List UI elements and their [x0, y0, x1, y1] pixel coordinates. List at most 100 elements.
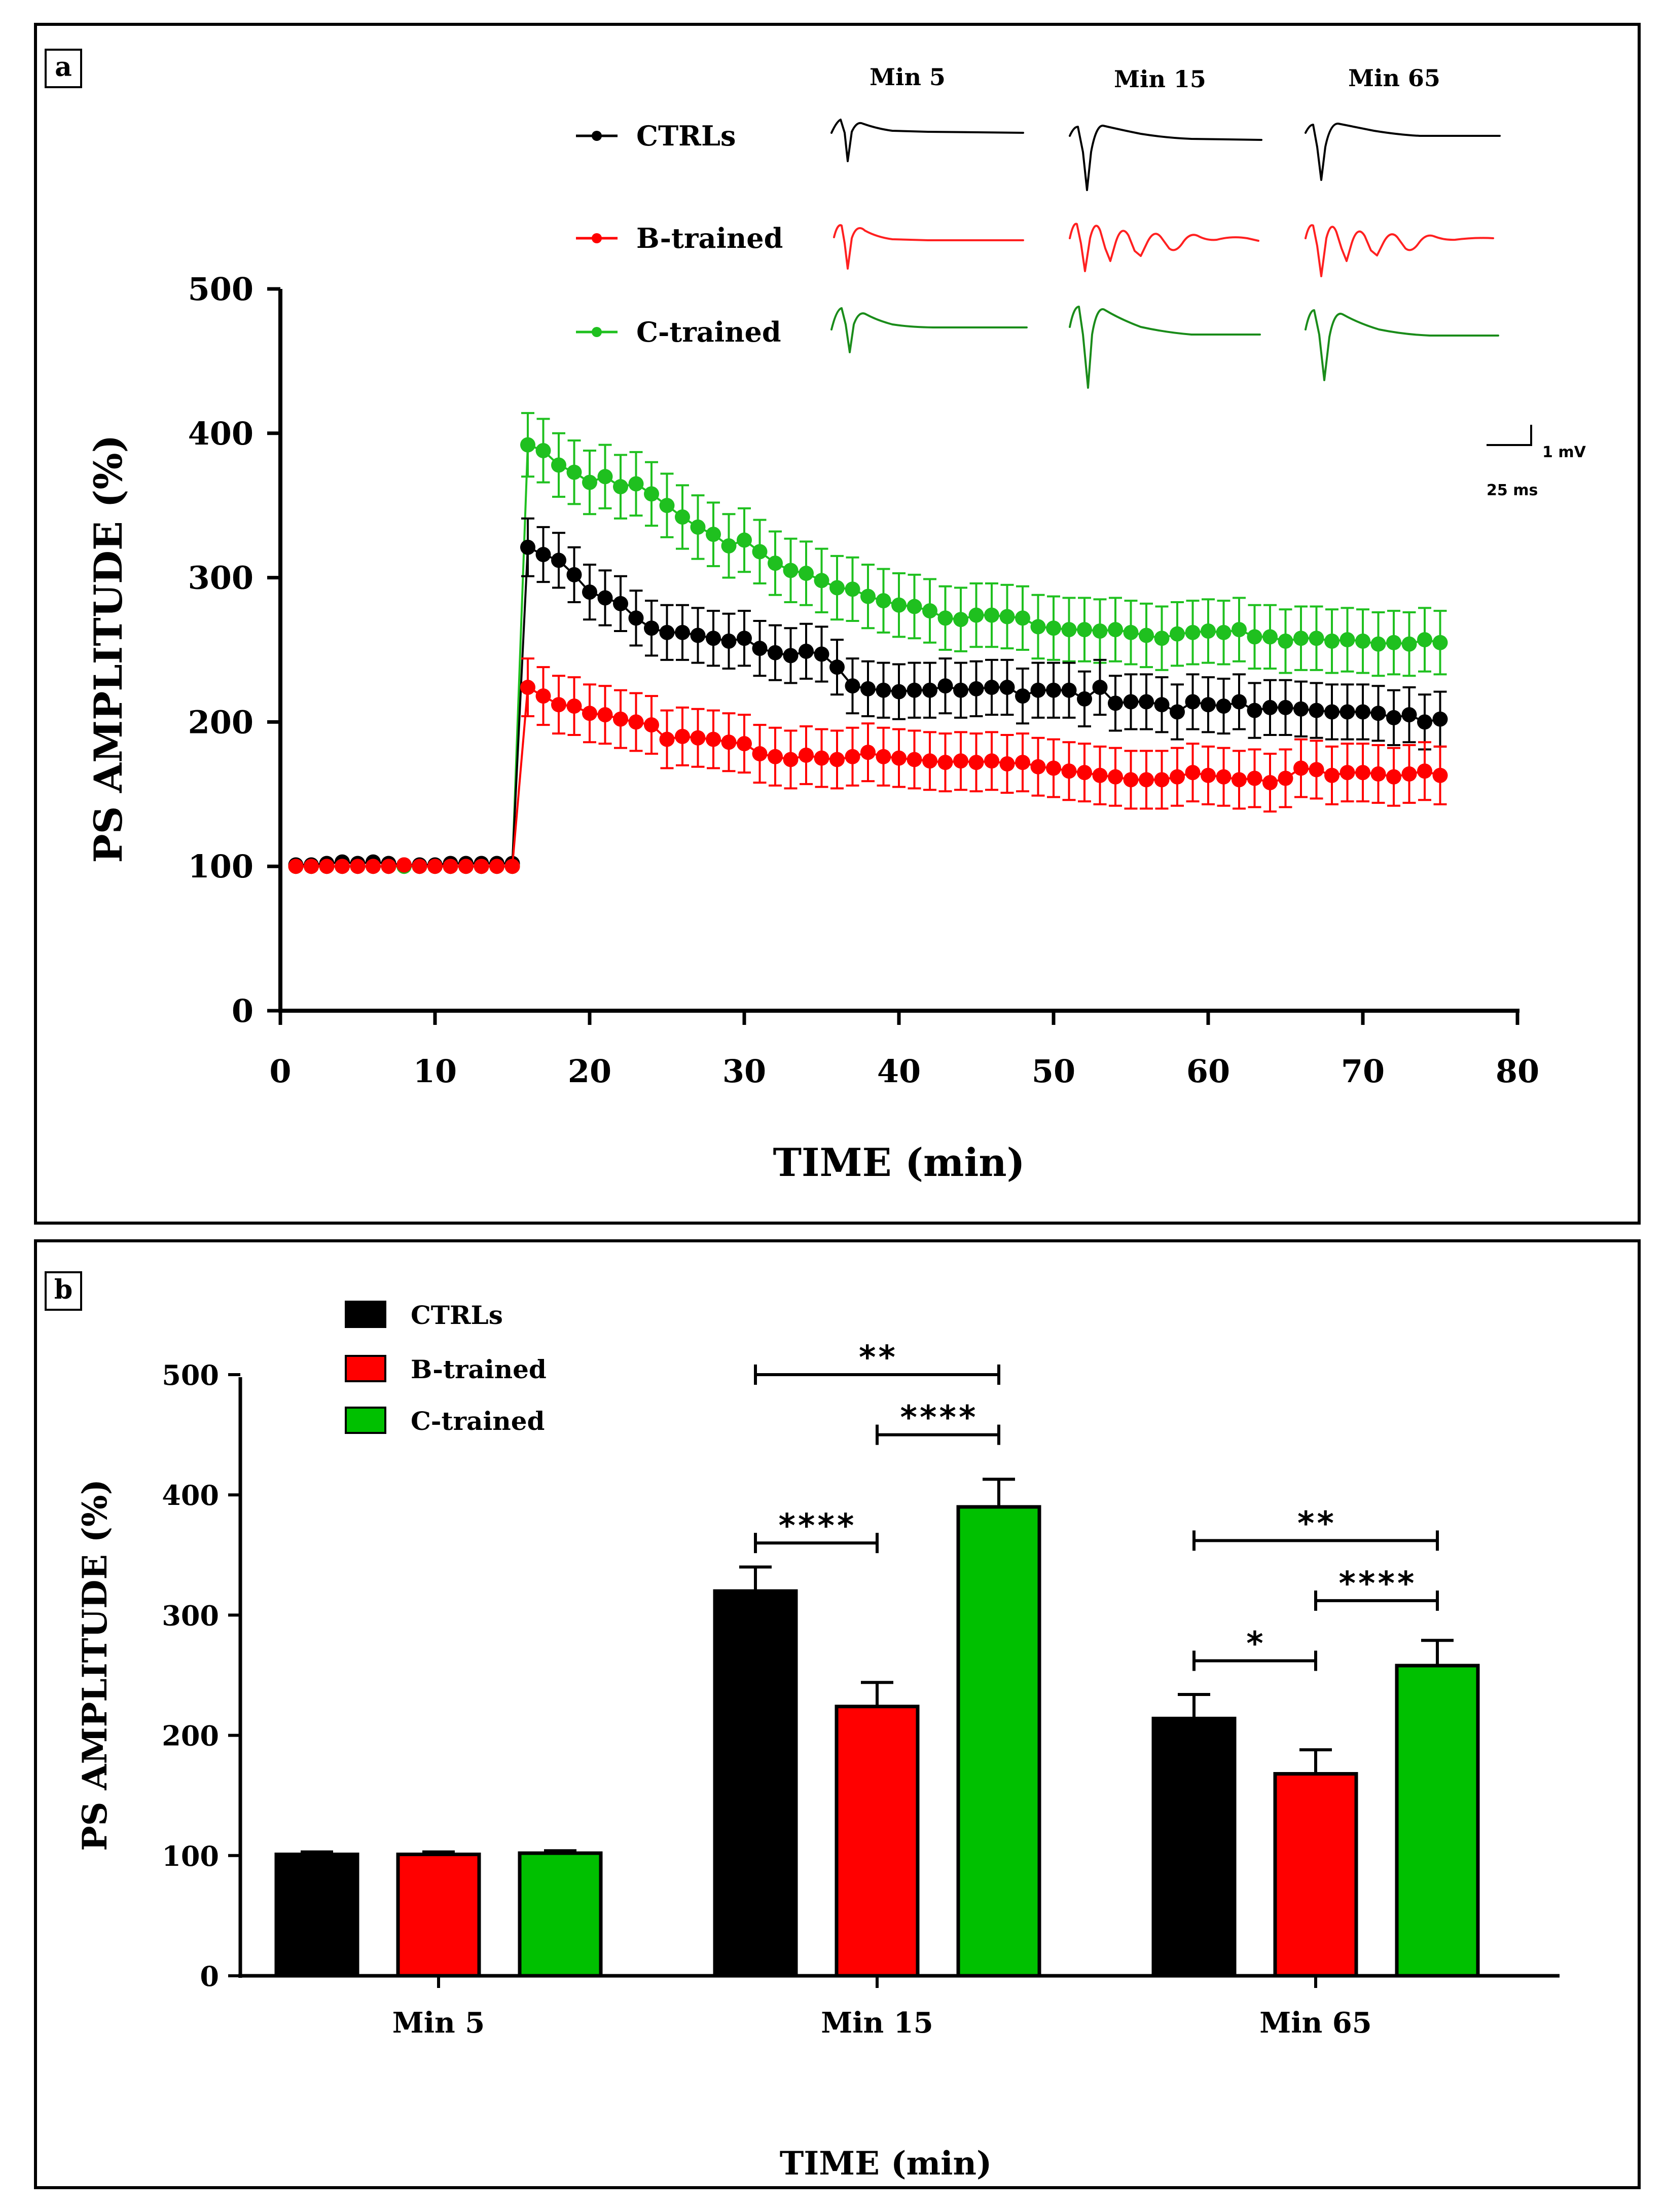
data-point [721, 633, 737, 649]
data-point [1123, 772, 1139, 788]
bar-CTRLs-Min 15 [713, 1589, 798, 1978]
data-point [1355, 765, 1370, 781]
data-point [644, 620, 659, 636]
data-point [999, 609, 1015, 624]
data-point [1092, 680, 1108, 695]
data-point [783, 563, 799, 578]
legend-b-label-btrained: B-trained [411, 1354, 547, 1384]
legend-swatch-ctrls [345, 1301, 386, 1328]
panel-b-xtick-label: Min 15 [821, 2006, 933, 2040]
data-point [937, 678, 953, 694]
panel-b-ytick-label: 200 [162, 1720, 219, 1752]
bar-CTRLs-Min 5 [274, 1852, 359, 1978]
data-point [1340, 632, 1355, 648]
data-point [335, 859, 350, 874]
data-point [1015, 755, 1030, 770]
data-point [783, 752, 799, 767]
data-point [768, 556, 783, 571]
bar-error [301, 1850, 333, 1855]
panel-a-xtick-label: 0 [269, 1053, 291, 1090]
panel-a-ytick-label: 300 [188, 560, 254, 597]
bar-error [422, 1850, 455, 1855]
significance-bracket [1192, 1650, 1317, 1671]
data-point [1417, 763, 1432, 779]
panel-a-xtick-label: 60 [1186, 1053, 1230, 1090]
data-point [628, 610, 644, 626]
trace-title-min5: Min 5 [870, 63, 946, 91]
data-point [1154, 697, 1170, 713]
significance-label: **** [777, 1507, 855, 1545]
data-point [768, 645, 783, 660]
significance-bracket [754, 1365, 1000, 1385]
bar-error [544, 1849, 576, 1854]
data-point [752, 746, 768, 762]
data-point [999, 680, 1015, 695]
data-point [984, 607, 999, 623]
data-point [1309, 703, 1324, 718]
data-point [1216, 624, 1232, 640]
data-point [412, 859, 427, 874]
data-point [1386, 769, 1401, 785]
data-point [1355, 633, 1370, 649]
scale-bar: 1 mV 25 ms [1487, 425, 1586, 499]
data-point [366, 859, 381, 874]
panel-a-ytick-label: 200 [188, 704, 254, 741]
data-point [1340, 765, 1355, 781]
data-point [1293, 701, 1309, 717]
data-point [1201, 767, 1216, 783]
data-point [1108, 622, 1123, 638]
data-point [860, 588, 876, 604]
data-point [721, 538, 737, 554]
scale-bar-lines [1487, 425, 1532, 446]
bar-error [1421, 1639, 1454, 1666]
data-point [829, 580, 845, 596]
data-point [319, 859, 335, 874]
data-point [1046, 620, 1061, 636]
data-point [984, 680, 999, 695]
data-point [953, 612, 968, 628]
legend-label-ctrained: C-trained [636, 316, 781, 348]
data-point [1386, 635, 1401, 650]
trace-btrained-min5 [833, 224, 1024, 270]
data-point [1046, 682, 1061, 698]
panel-a-xtick-label: 80 [1496, 1053, 1539, 1090]
data-point [1061, 682, 1077, 698]
data-point [891, 684, 907, 699]
data-point [876, 682, 891, 698]
trace-btrained-min15 [1069, 223, 1259, 272]
panel-b-label-box [45, 1271, 82, 1311]
significance-bracket [1192, 1530, 1439, 1551]
trace-title-min15: Min 15 [1114, 65, 1206, 93]
panel-b-ytick-label: 300 [162, 1599, 219, 1632]
data-point [876, 593, 891, 609]
data-point [1278, 633, 1293, 649]
data-point [551, 697, 566, 713]
data-point [659, 731, 675, 747]
significance-label: * [1245, 1626, 1265, 1663]
panel-a-xtick-label: 30 [722, 1053, 766, 1090]
data-point [1432, 767, 1448, 783]
data-point [675, 624, 690, 640]
trace-ctrained-min5 [830, 307, 1028, 353]
data-point [814, 573, 829, 588]
data-point [1030, 619, 1046, 635]
bar-C-trained-Min 5 [518, 1851, 603, 1978]
data-point [1108, 769, 1123, 785]
data-point [907, 752, 922, 767]
significance-label: ** [857, 1339, 896, 1377]
data-point [1262, 775, 1278, 791]
data-point [1185, 624, 1201, 640]
data-point [628, 476, 644, 492]
data-point [597, 590, 613, 606]
trace-ctrained-min65 [1305, 309, 1499, 381]
data-point [1139, 772, 1154, 788]
panel-b-legend: CTRLs B-trained C-trained [345, 1300, 547, 1436]
data-point [1370, 706, 1386, 721]
data-point [799, 566, 814, 581]
data-point [613, 596, 628, 611]
data-point [1340, 704, 1355, 720]
data-point [1123, 624, 1139, 640]
data-point [1092, 767, 1108, 783]
panel-a-label: a [55, 52, 72, 83]
